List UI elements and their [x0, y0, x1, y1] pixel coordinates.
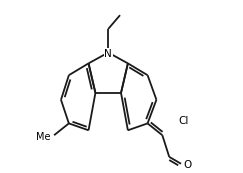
Text: Cl: Cl: [178, 116, 189, 126]
Text: Me: Me: [36, 132, 50, 142]
Text: O: O: [183, 160, 191, 170]
Text: N: N: [104, 49, 112, 58]
